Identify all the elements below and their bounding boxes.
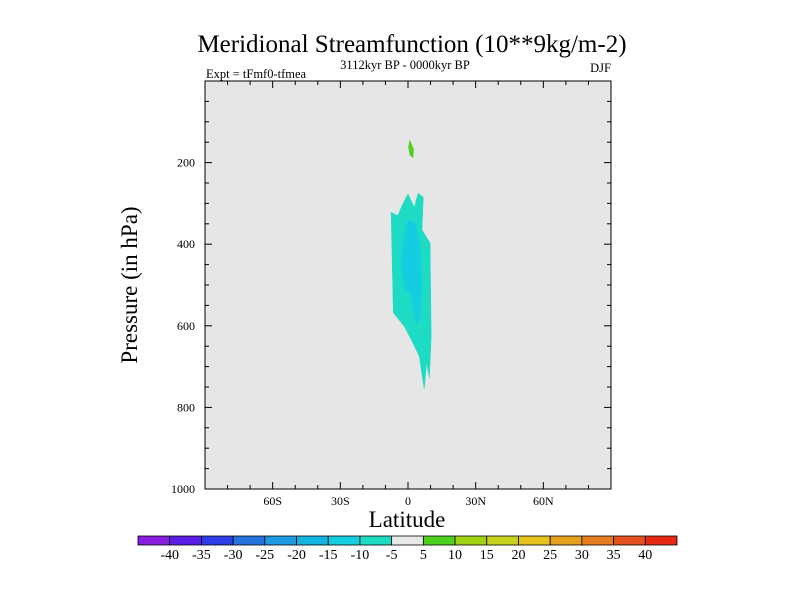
colorbar-swatch	[327, 535, 361, 546]
y-axis-title: Pressure (in hPa)	[117, 206, 142, 363]
colorbar-swatch	[264, 535, 297, 546]
colorbar-level-label: -40	[160, 548, 179, 563]
colorbar-level-label: 25	[543, 548, 557, 563]
colorbar-swatch	[391, 535, 424, 546]
y-tick-label: 800	[177, 400, 195, 414]
x-tick-label: 30N	[465, 494, 486, 508]
colorbar-swatch	[549, 535, 583, 546]
colorbar-swatch	[518, 535, 551, 546]
colorbar-swatch	[169, 535, 202, 546]
colorbar-level-label: 5	[420, 548, 427, 563]
colorbar-swatch	[581, 535, 614, 546]
y-tick-label: 1000	[171, 482, 195, 496]
x-tick-label: 30S	[331, 494, 350, 508]
y-tick-label: 600	[177, 319, 195, 333]
colorbar-swatch	[486, 535, 519, 546]
experiment-label: Expt = tFmf0-tfmea	[206, 67, 307, 81]
colorbar-swatch	[422, 535, 456, 546]
colorbar-level-label: 20	[511, 548, 525, 563]
colorbar-level-label: -10	[351, 548, 370, 563]
colorbar-level-label: -35	[192, 548, 211, 563]
colorbar-swatch	[359, 535, 393, 546]
colorbar-level-label: -15	[319, 548, 338, 563]
colorbar-level-label: -5	[386, 548, 398, 563]
contour-region-negative-10-15-region	[400, 219, 422, 326]
colorbar-swatch	[296, 535, 329, 546]
colorbar-level-label: -20	[287, 548, 306, 563]
period-label: 3112kyr BP - 0000kyr BP	[340, 58, 470, 72]
colorbar-swatch	[454, 535, 488, 546]
season-label: DJF	[590, 61, 611, 75]
colorbar-swatch	[137, 535, 171, 546]
x-tick-label: 60N	[533, 494, 554, 508]
colorbar-swatch	[201, 535, 234, 546]
colorbar-swatch	[232, 535, 266, 546]
colorbar-swatch	[644, 535, 678, 546]
colorbar-level-label: 15	[480, 548, 494, 563]
colorbar-swatch	[613, 535, 646, 546]
colorbar-level-label: -25	[255, 548, 274, 563]
colorbar-level-label: 40	[638, 548, 652, 563]
y-tick-label: 200	[177, 156, 195, 170]
colorbar-level-label: -30	[224, 548, 243, 563]
contour-region-positive-5-10-blob	[408, 139, 414, 159]
x-tick-label: 0	[405, 494, 411, 508]
colorbar-level-label: 10	[448, 548, 462, 563]
colorbar-level-label: 35	[607, 548, 621, 563]
chart-title: Meridional Streamfunction (10**9kg/m-2)	[197, 31, 626, 58]
y-tick-label: 400	[177, 237, 195, 251]
colorbar-level-label: 30	[575, 548, 589, 563]
x-tick-label: 60S	[263, 494, 282, 508]
x-axis-title: Latitude	[369, 507, 446, 532]
